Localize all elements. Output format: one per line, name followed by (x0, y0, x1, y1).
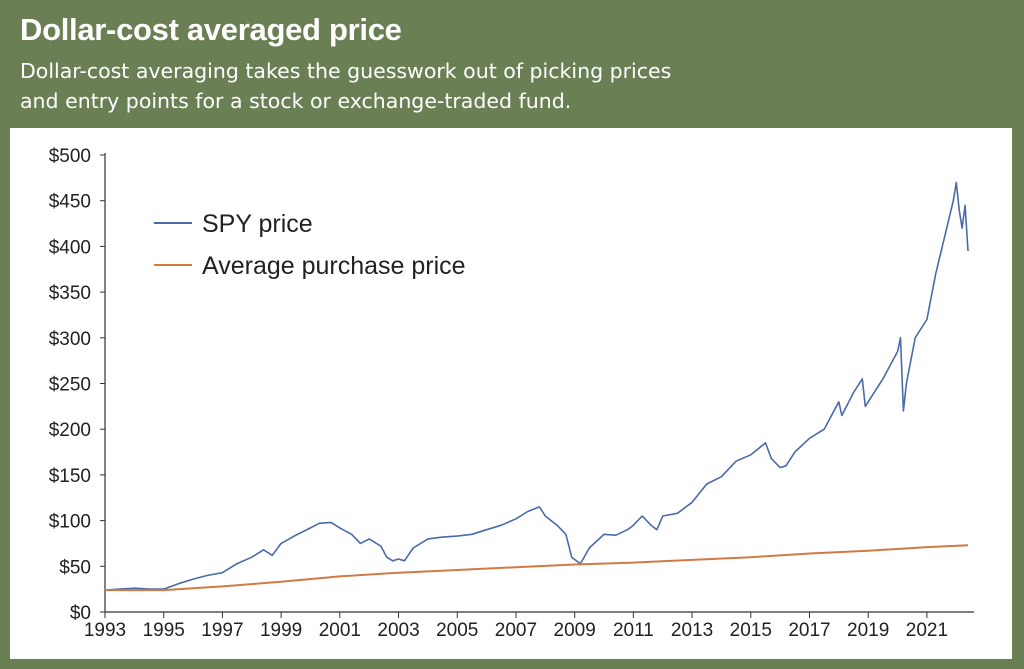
y-tick-label: $500 (49, 146, 91, 167)
y-tick-label: $300 (49, 329, 91, 350)
x-tick-label: 2007 (495, 620, 537, 641)
x-tick-label: 1995 (143, 620, 185, 641)
subtitle-line-1: Dollar-cost averaging takes the guesswor… (20, 59, 672, 83)
y-tick-label: $100 (49, 512, 91, 533)
y-tick-label: $200 (49, 420, 91, 441)
x-tick-label: 2005 (436, 620, 478, 641)
x-tick-label: 1993 (84, 620, 126, 641)
x-tick-label: 1999 (260, 620, 302, 641)
x-tick-label: 2021 (906, 620, 948, 641)
x-tick-label: 2015 (730, 620, 772, 641)
y-tick-label: $150 (49, 466, 91, 487)
y-tick-label: $50 (59, 557, 91, 578)
x-tick-label: 2013 (671, 620, 713, 641)
x-tick-label: 2017 (788, 620, 830, 641)
chart-panel: $0 $50 $100 $150 $200 $250 $300 $350 $400 $450 $50… (10, 128, 1012, 659)
page-title: Dollar-cost averaged price (20, 12, 402, 47)
subtitle-line-2: and entry points for a stock or exchange… (20, 89, 572, 113)
y-tick-label: $350 (49, 283, 91, 304)
page-subtitle: Dollar-cost averaging takes the guesswor… (20, 56, 740, 116)
x-tick-label: 2011 (613, 620, 654, 641)
x-tick-label: 2001 (319, 620, 361, 641)
x-tick-label: 2003 (377, 620, 419, 641)
y-tick-label: $400 (49, 237, 91, 258)
spy-price-line (104, 181, 969, 591)
y-tick-label: $250 (49, 375, 91, 396)
average-purchase-price-line (105, 544, 969, 592)
x-tick-label: 2009 (554, 620, 596, 641)
legend-label: SPY price (202, 210, 313, 238)
x-tick-label: 2019 (847, 620, 889, 641)
y-tick-label: $0 (70, 603, 91, 624)
legend-label: Average purchase price (202, 252, 466, 280)
line-chart: $0 $50 $100 $150 $200 $250 $300 $350 $400 $450 $50… (49, 146, 974, 641)
y-tick-label: $450 (49, 192, 91, 213)
x-tick-label: 1997 (201, 620, 243, 641)
